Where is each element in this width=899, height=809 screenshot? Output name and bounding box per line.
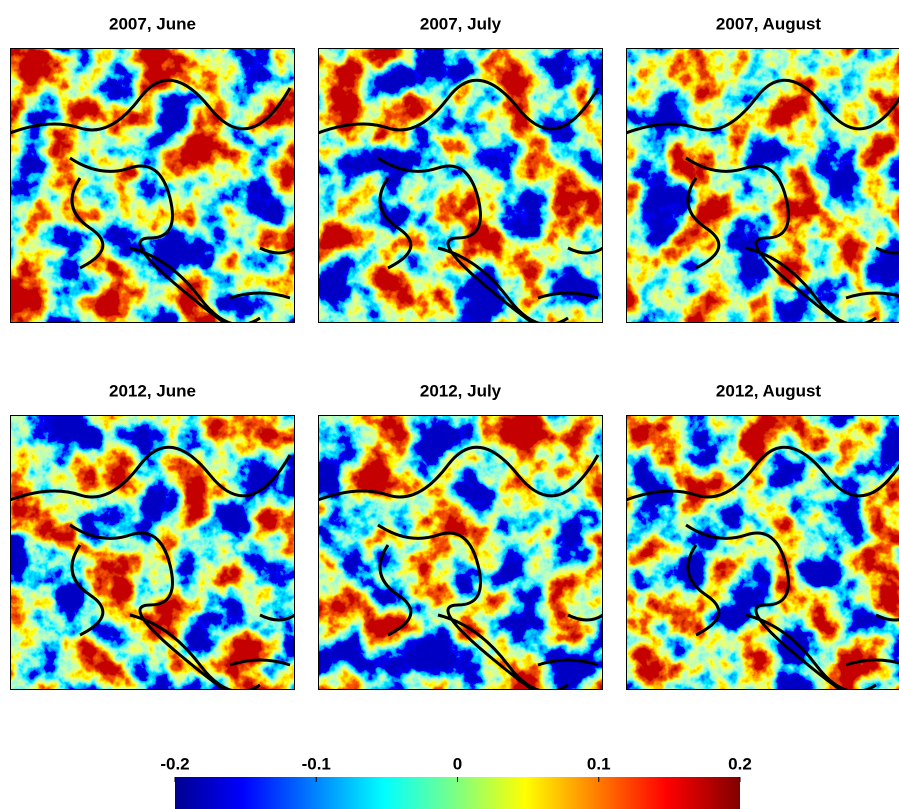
anomaly-field: [318, 48, 603, 323]
map-panel: [318, 48, 603, 323]
coastline: [626, 78, 899, 323]
panel-title: 2012, July: [420, 381, 502, 400]
colorbar-tick-label: 0.1: [587, 754, 611, 773]
map-panel: [318, 415, 603, 690]
colorbar-gradient: [175, 777, 740, 809]
map-panel: [10, 48, 295, 323]
panel-title: 2012, June: [109, 381, 196, 400]
map-panel: [626, 415, 899, 690]
map-panels: 2007, June 2007, July 2007, August 2012, Ju…: [10, 14, 899, 690]
map-panel: [626, 48, 899, 323]
coastline: [318, 78, 603, 323]
colorbar-tick-label: -0.1: [302, 754, 331, 773]
anomaly-field: [318, 415, 603, 690]
panel-title: 2012, August: [716, 381, 822, 400]
panel-frame: [626, 48, 899, 323]
colorbar-tick-label: 0.2: [728, 754, 752, 773]
panel-frame: [318, 415, 603, 690]
anomaly-field: [10, 48, 295, 323]
coastline: [318, 445, 603, 690]
colorbar-tick-label: 0: [453, 754, 462, 773]
panel-title: 2007, August: [716, 14, 822, 33]
panel-title: 2007, June: [109, 14, 196, 33]
panel-frame: [318, 48, 603, 323]
panel-frame: [626, 415, 899, 690]
panel-title: 2007, July: [420, 14, 502, 33]
panel-frame: [10, 48, 295, 323]
coastline: [10, 445, 295, 690]
panel-frame: [10, 415, 295, 690]
coastline: [10, 78, 295, 323]
anomaly-field: [10, 415, 295, 690]
colorbar-tick-label: -0.2: [160, 754, 189, 773]
anomaly-field: [626, 415, 899, 690]
anomaly-field: [626, 48, 899, 323]
coastline: [626, 445, 899, 690]
colorbar: -0.2 -0.1 0 0.1 0.2: [160, 754, 752, 809]
map-panel: [10, 415, 295, 690]
